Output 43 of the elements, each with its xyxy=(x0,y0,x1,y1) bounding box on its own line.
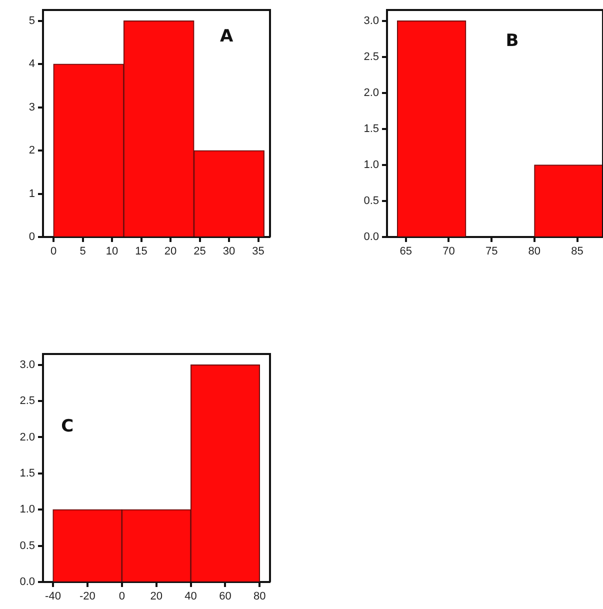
y-tick-label: 0.5 xyxy=(20,540,35,552)
y-tick-label: 2.5 xyxy=(364,50,379,63)
x-tick-label: 15 xyxy=(135,246,148,258)
x-tick-label: 65 xyxy=(400,246,412,258)
y-tick-label: 1.0 xyxy=(364,158,379,171)
y-tick-label: 3.0 xyxy=(20,358,35,371)
x-tick-label: 70 xyxy=(442,246,455,258)
x-tick-label: 75 xyxy=(485,246,498,258)
x-tick-label: 30 xyxy=(222,246,236,258)
y-tick-label: 2.5 xyxy=(20,395,35,408)
y-tick-label: 0.5 xyxy=(364,195,379,207)
y-tick-label: 1.0 xyxy=(20,504,35,516)
y-tick-label: 1.5 xyxy=(20,467,35,480)
x-tick-label: 0 xyxy=(50,246,57,258)
x-tick-label: 20 xyxy=(150,590,162,603)
y-tick-label: 3.0 xyxy=(364,14,379,27)
y-tick-label: 1.5 xyxy=(364,122,379,135)
y-tick-label: 2.0 xyxy=(20,431,35,444)
annotation: A xyxy=(220,26,234,47)
x-tick-label: 60 xyxy=(219,590,232,603)
y-tick-label: 1 xyxy=(28,188,35,200)
annotation: B xyxy=(506,31,519,52)
annotation: C xyxy=(61,416,74,436)
y-tick-label: 0 xyxy=(28,231,35,244)
y-tick-label: 5 xyxy=(28,14,35,27)
x-tick-label: 80 xyxy=(528,246,541,258)
x-tick-label: 35 xyxy=(252,246,264,258)
x-tick-label: 20 xyxy=(164,246,177,258)
y-tick-label: 0.0 xyxy=(364,231,379,244)
x-tick-label: -40 xyxy=(45,590,61,603)
y-tick-label: 0.0 xyxy=(20,576,35,588)
x-tick-label: 5 xyxy=(80,246,86,258)
x-tick-label: 0 xyxy=(118,590,125,603)
x-tick-label: 40 xyxy=(184,590,197,603)
y-tick-label: 2 xyxy=(28,144,35,157)
y-tick-label: 3 xyxy=(28,101,35,114)
y-tick-label: 2.0 xyxy=(364,86,379,99)
x-tick-label: 80 xyxy=(254,590,266,603)
x-tick-label: 85 xyxy=(571,246,584,258)
y-tick-label: 4 xyxy=(28,58,35,70)
x-tick-label: 25 xyxy=(194,246,206,258)
x-tick-label: -20 xyxy=(79,590,96,603)
x-tick-label: 10 xyxy=(106,246,118,258)
